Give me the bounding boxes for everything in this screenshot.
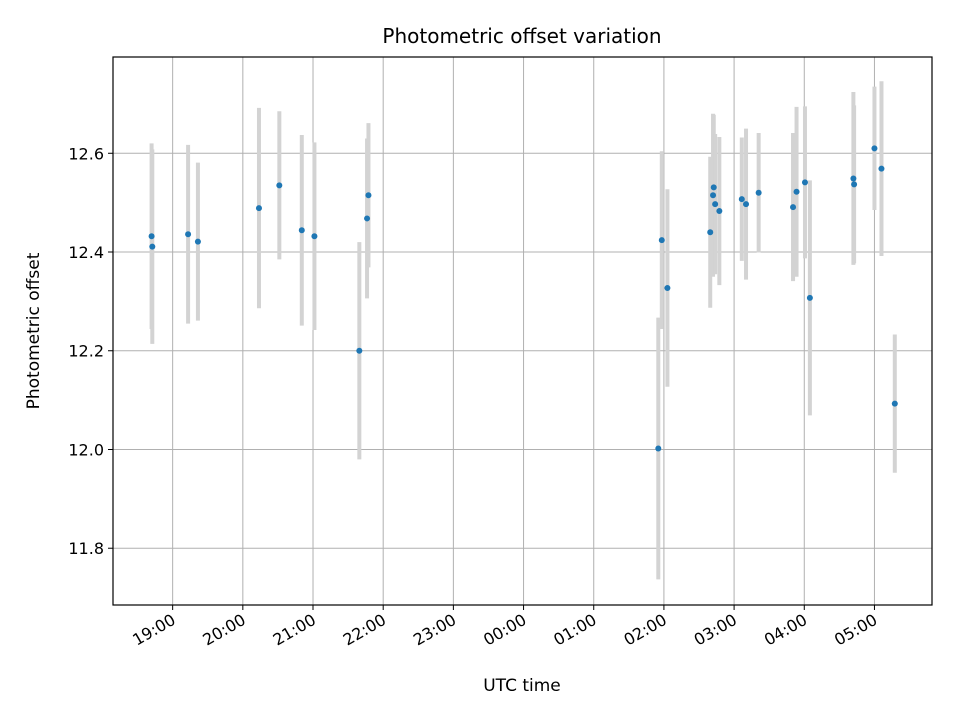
data-point [738, 196, 745, 203]
data-point [712, 201, 719, 208]
data-point [658, 237, 665, 244]
data-point [276, 182, 283, 189]
data-points [148, 145, 898, 452]
grid [113, 57, 932, 605]
data-point [743, 201, 750, 208]
data-point [878, 165, 885, 172]
data-point [707, 229, 714, 236]
data-point [664, 285, 671, 292]
data-point [716, 208, 723, 215]
y-tick-label: 12.6 [68, 144, 104, 163]
data-point [311, 233, 318, 240]
data-point [255, 205, 262, 212]
data-point [891, 400, 898, 407]
data-point [806, 294, 813, 301]
chart-title: Photometric offset variation [382, 24, 661, 48]
data-point [148, 233, 155, 240]
data-point [851, 181, 858, 188]
data-point [185, 231, 192, 238]
data-point [790, 204, 797, 211]
data-point [655, 445, 662, 452]
data-point [710, 184, 717, 191]
data-point [850, 175, 857, 182]
y-tick-label: 12.0 [68, 440, 104, 459]
y-axis-label: Photometric offset [24, 252, 44, 409]
y-axis: 11.8 12.0 12.2 12.4 12.6 [68, 144, 113, 558]
y-tick-label: 12.2 [68, 342, 104, 361]
data-point [365, 192, 372, 199]
data-point [871, 145, 878, 152]
y-tick-label: 11.8 [68, 539, 104, 558]
data-point [793, 188, 800, 195]
data-point [298, 227, 305, 234]
data-point [194, 238, 201, 245]
data-point [356, 347, 363, 354]
data-point [149, 243, 156, 250]
y-tick-label: 12.4 [68, 243, 104, 262]
plot-frame [112, 56, 933, 606]
data-point [801, 179, 808, 186]
data-point [364, 215, 371, 222]
data-point [755, 189, 762, 196]
x-axis-label: UTC time [483, 676, 561, 696]
data-point [710, 192, 717, 199]
